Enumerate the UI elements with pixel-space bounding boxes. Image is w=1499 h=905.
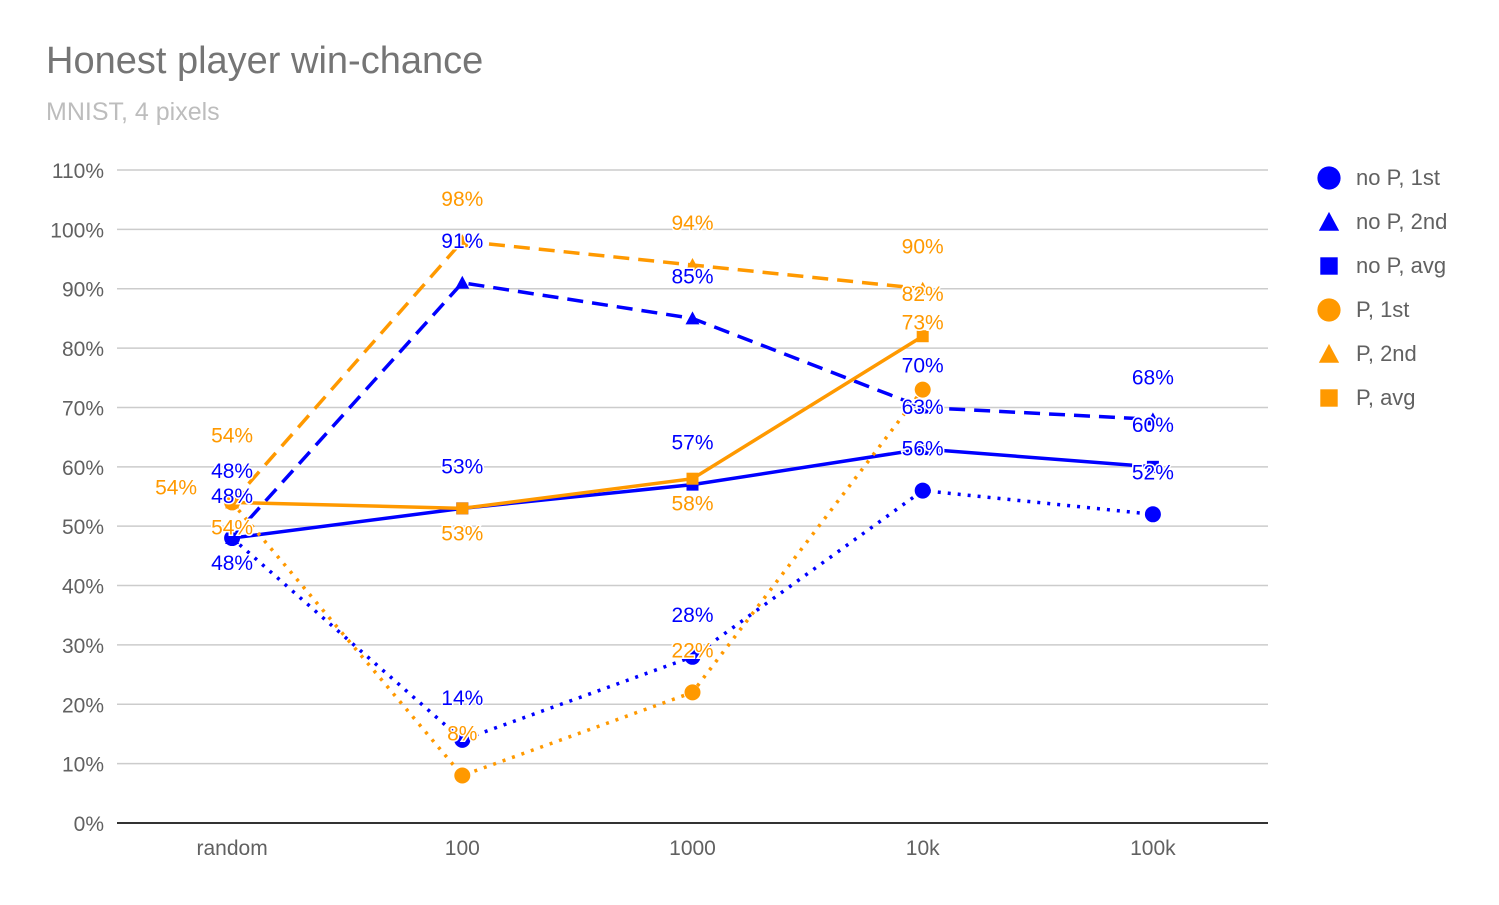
series-p-avg [226,330,929,515]
data-label: 90% [902,236,944,259]
legend-label: no P, 2nd [1356,209,1448,234]
data-label: 57% [671,432,713,455]
data-label: 8% [447,723,477,746]
data-label: 94% [671,212,713,235]
circle-marker [454,731,471,748]
data-label: 53% [441,522,483,545]
data-label: 58% [671,493,713,516]
legend-label: P, 1st [1356,297,1410,322]
square-marker [916,443,929,456]
y-tick-label: 60% [62,457,104,480]
circle-marker [454,767,471,784]
data-label: 14% [441,687,483,710]
triangle-icon [1318,343,1340,363]
series-line [230,239,923,504]
legend-label: no P, avg [1356,253,1447,278]
legend-item: P, 2nd [1316,332,1447,376]
square-marker [456,502,469,515]
y-tick-label: 30% [62,635,104,658]
legend: no P, 1st no P, 2nd no P, avg P, 1st P, 2nd P… [1316,156,1447,420]
circle-icon [1317,298,1341,322]
x-tick-label: 1000 [669,837,716,860]
x-tick-label: 10k [906,837,940,860]
data-label: 54% [211,424,253,447]
x-tick-label: random [196,837,267,860]
data-label: 85% [671,265,713,288]
square-marker [1320,257,1338,275]
data-label: 91% [441,230,483,253]
y-tick-label: 50% [62,516,104,539]
legend-item: no P, avg [1316,244,1447,288]
triangle-marker [685,311,700,325]
legend-item: P, 1st [1316,288,1447,332]
y-tick-label: 10% [62,754,104,777]
data-label: 48% [211,485,253,508]
legend-item: no P, 1st [1316,156,1447,200]
series-line [230,388,925,778]
y-tick-label: 0% [74,813,104,836]
chart-subtitle: MNIST, 4 pixels [46,98,220,126]
circle-marker [1317,166,1341,190]
circle-marker [914,482,931,499]
circle-marker [1144,506,1161,523]
data-label: 68% [1132,366,1174,389]
legend-label: no P, 1st [1356,165,1440,190]
data-label: 28% [671,604,713,627]
x-tick-label: 100 [445,837,480,860]
triangle-marker [1318,211,1340,231]
data-label: 60% [1132,414,1174,437]
data-label: 54% [155,476,197,499]
triangle-marker [1318,343,1340,363]
series-p-1st [224,381,931,784]
triangle-marker [915,281,930,295]
square-marker [226,532,239,545]
data-label: 48% [211,460,253,483]
data-label: 63% [902,396,944,419]
data-label: 52% [1132,461,1174,484]
square-marker [1320,389,1338,407]
legend-label: P, avg [1356,385,1416,410]
x-tick-label: 100k [1130,837,1176,860]
circle-marker [914,381,931,398]
circle-marker [684,648,701,665]
y-tick-label: 20% [62,694,104,717]
square-icon [1320,257,1338,275]
y-tick-label: 100% [50,219,104,242]
data-label: 98% [441,188,483,211]
triangle-marker [455,234,470,248]
square-marker [1146,460,1159,473]
data-label: 54% [211,516,253,539]
triangle-marker [915,400,930,414]
legend-item: P, avg [1316,376,1447,420]
series-line [232,334,924,511]
y-tick-label: 90% [62,279,104,302]
triangle-icon [1318,211,1340,231]
square-icon [1320,389,1338,407]
triangle-marker [685,257,700,271]
chart-title: Honest player win-chance [46,40,484,82]
square-marker [226,496,239,509]
circle-marker [1317,298,1341,322]
circle-icon [1317,166,1341,190]
data-label: 56% [902,438,944,461]
y-tick-label: 80% [62,338,104,361]
y-tick-label: 40% [62,576,104,599]
data-label: 82% [902,283,944,306]
data-label: 48% [211,552,253,575]
square-marker [916,330,929,343]
data-label: 53% [441,455,483,478]
circle-marker [684,684,701,701]
triangle-marker [1145,412,1160,426]
triangle-marker [455,275,470,289]
data-label: 73% [902,312,944,335]
data-label: 70% [902,354,944,377]
y-tick-label: 70% [62,397,104,420]
square-marker [686,472,699,485]
legend-label: P, 2nd [1356,341,1417,366]
y-tick-label: 110% [52,160,104,183]
data-label: 22% [671,639,713,662]
legend-item: no P, 2nd [1316,200,1447,244]
